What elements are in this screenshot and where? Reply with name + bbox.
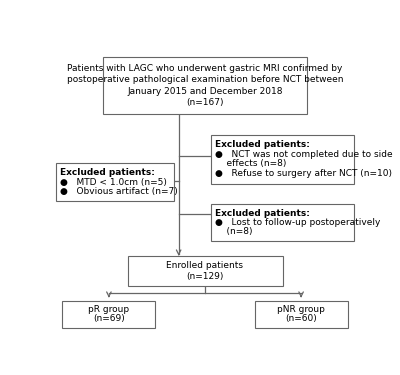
- Text: (n=60): (n=60): [285, 314, 317, 323]
- Text: January 2015 and December 2018: January 2015 and December 2018: [127, 87, 283, 96]
- Text: (n=8): (n=8): [215, 228, 252, 237]
- FancyBboxPatch shape: [56, 164, 174, 201]
- Text: Excluded patients:: Excluded patients:: [215, 209, 310, 218]
- Text: (n=69): (n=69): [93, 314, 125, 323]
- FancyBboxPatch shape: [62, 300, 155, 328]
- FancyBboxPatch shape: [255, 300, 348, 328]
- FancyBboxPatch shape: [128, 256, 282, 286]
- FancyBboxPatch shape: [103, 57, 307, 114]
- Text: ●   NCT was not completed due to side: ● NCT was not completed due to side: [215, 150, 392, 159]
- Text: Excluded patients:: Excluded patients:: [215, 140, 310, 149]
- FancyBboxPatch shape: [211, 204, 354, 242]
- Text: postoperative pathological examination before NCT between: postoperative pathological examination b…: [67, 75, 343, 84]
- Text: ●   Refuse to surgery after NCT (n=10): ● Refuse to surgery after NCT (n=10): [215, 169, 392, 178]
- Text: ●   MTD < 1.0cm (n=5): ● MTD < 1.0cm (n=5): [60, 178, 167, 187]
- Text: effects (n=8): effects (n=8): [215, 159, 286, 168]
- Text: pNR group: pNR group: [277, 305, 325, 314]
- Text: Excluded patients:: Excluded patients:: [60, 168, 155, 177]
- Text: ●   Obvious artifact (n=7): ● Obvious artifact (n=7): [60, 187, 178, 196]
- Text: (n=129): (n=129): [186, 272, 224, 280]
- Text: (n=167): (n=167): [186, 98, 224, 107]
- Text: ●   Lost to follow-up postoperatively: ● Lost to follow-up postoperatively: [215, 218, 380, 227]
- FancyBboxPatch shape: [211, 135, 354, 184]
- Text: pR group: pR group: [88, 305, 130, 314]
- Text: Patients with LAGC who underwent gastric MRI confirmed by: Patients with LAGC who underwent gastric…: [67, 64, 343, 73]
- Text: Enrolled patients: Enrolled patients: [166, 261, 244, 270]
